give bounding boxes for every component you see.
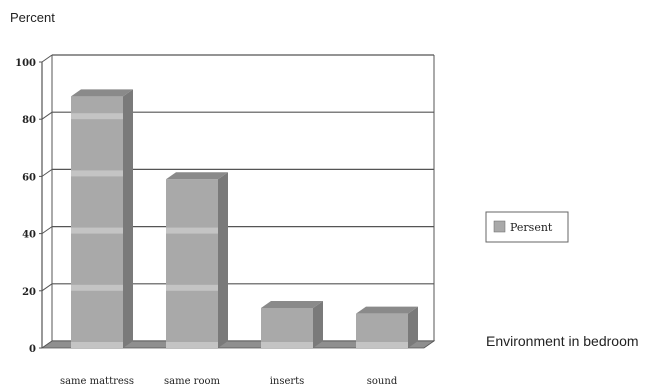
x-category-label: same mattress: [60, 376, 134, 387]
gridline-side: [41, 111, 53, 120]
y-axis-label: Percent: [10, 10, 55, 25]
legend: Persent: [485, 211, 569, 243]
bar-front: [71, 96, 123, 348]
x-category-label: inserts: [270, 376, 305, 387]
gridline-side: [41, 54, 53, 63]
x-category-label: sound: [367, 376, 398, 387]
y-tick-label: 20: [22, 287, 36, 298]
bar-band: [166, 227, 218, 234]
bar-side: [313, 300, 323, 348]
bar: [356, 306, 418, 348]
x-axis-label: Environment in bedroom: [486, 333, 639, 349]
gridline-side: [41, 283, 53, 292]
y-tick-label: 100: [15, 58, 36, 69]
bar: [261, 300, 323, 348]
bar-top: [261, 300, 323, 308]
bar-top: [166, 172, 228, 180]
bar-band: [71, 342, 123, 348]
bar-front: [261, 307, 313, 348]
bar-band: [261, 342, 313, 348]
bar-band: [71, 284, 123, 291]
bar-band: [71, 170, 123, 177]
bar-side: [123, 89, 133, 348]
x-category-label: same room: [164, 376, 220, 387]
bar: [71, 89, 133, 348]
legend-swatch: [493, 220, 506, 233]
y-axis-ticks: 0 20 40 60 80 100: [15, 58, 42, 355]
y-tick-label: 80: [22, 115, 36, 126]
bars: [71, 89, 418, 348]
bar-band: [166, 284, 218, 291]
bar-top: [71, 89, 133, 97]
bar-band: [71, 227, 123, 234]
y-tick-label: 60: [22, 172, 36, 183]
bar-side: [408, 306, 418, 348]
bar-band: [71, 113, 123, 120]
bar-band: [166, 342, 218, 348]
gridline-side: [41, 226, 53, 235]
gridline-side: [41, 168, 53, 177]
legend-entry: Persent: [510, 221, 553, 234]
bar-front: [166, 179, 218, 348]
y-tick-label: 40: [22, 230, 36, 241]
y-tick-label: 0: [29, 344, 36, 355]
bar-band: [356, 342, 408, 348]
bar-top: [356, 306, 418, 314]
x-axis-categories: same mattress same room inserts sound: [60, 376, 398, 387]
bar-side: [218, 172, 228, 348]
bar: [166, 172, 228, 348]
